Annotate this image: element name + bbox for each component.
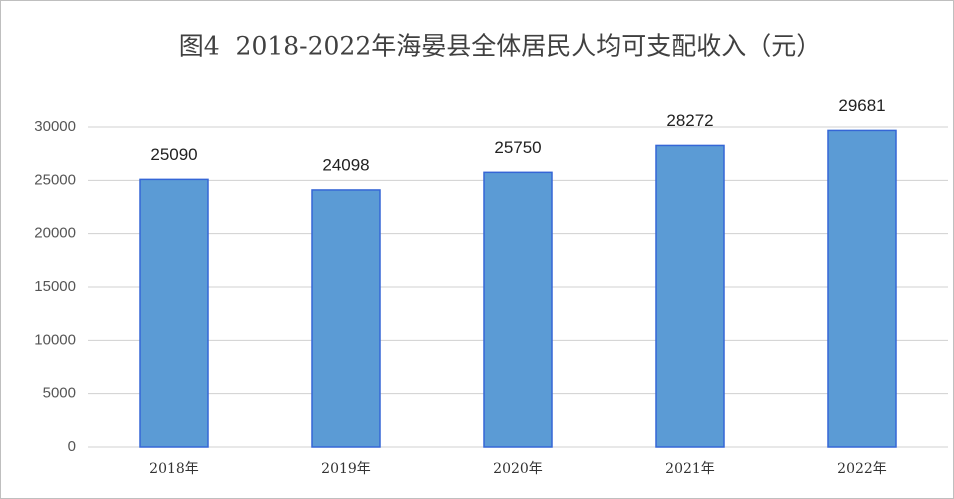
value-label: 29681 [838,96,885,115]
bar [655,144,725,448]
chart-title: 图4 2018-2022年海晏县全体居民人均可支配收入（元） [179,32,822,61]
y-tick-label: 20000 [34,225,76,242]
value-label: 25090 [150,145,197,164]
value-label: 28272 [666,111,713,130]
value-label: 25750 [494,138,541,157]
y-tick-label: 15000 [34,278,76,295]
value-label: 24098 [322,155,369,174]
y-tick-label: 25000 [34,171,76,188]
bar [827,129,897,448]
x-tick-label: 2021年 [665,461,715,477]
x-tick-label: 2019年 [321,461,371,477]
x-tick-label: 2018年 [149,461,199,477]
y-tick-label: 0 [68,438,76,455]
bar [311,189,381,448]
x-tick-label: 2022年 [837,461,887,477]
y-tick-label: 10000 [34,331,76,348]
bar [139,178,209,448]
x-tick-label: 2020年 [493,461,543,477]
y-tick-label: 5000 [43,385,76,402]
y-tick-label: 30000 [34,118,76,135]
bar [483,171,553,448]
